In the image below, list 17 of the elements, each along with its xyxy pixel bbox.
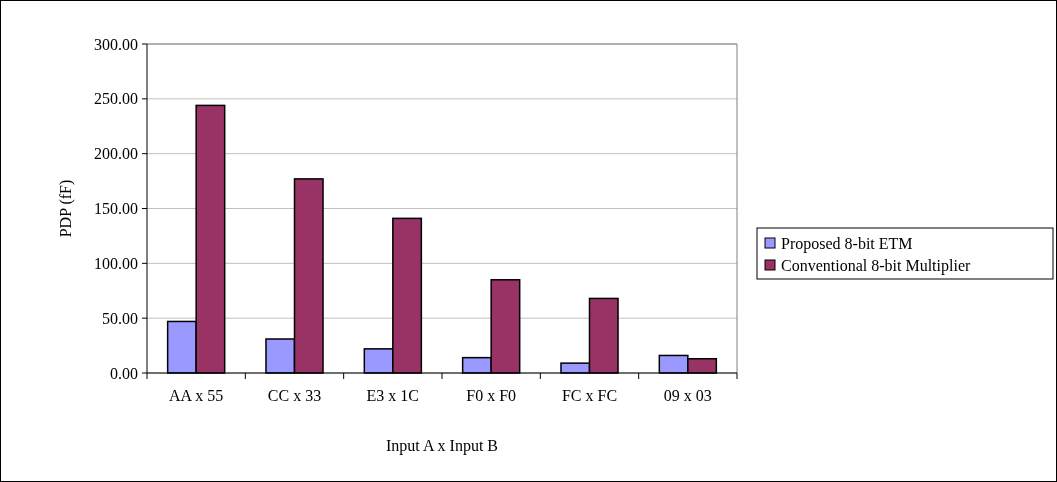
x-tick-label: FC x FC <box>561 387 618 404</box>
y-tick-label: 50.00 <box>102 309 138 327</box>
legend-label: Proposed 8-bit ETM <box>781 234 913 253</box>
x-tick-label: CC x 33 <box>267 387 322 404</box>
y-tick-label: 100.00 <box>94 254 138 272</box>
y-tick-label: 300.00 <box>94 35 138 53</box>
x-tick-label: AA x 55 <box>169 387 224 404</box>
y-tick-label: 250.00 <box>94 90 138 108</box>
y-axis-title: PDP (fF) <box>57 179 75 238</box>
y-tick-label: 150.00 <box>94 200 138 218</box>
legend-label: Conventional 8-bit Multiplier <box>781 256 971 275</box>
x-axis-title: Input A x Input B <box>385 437 499 455</box>
x-tick-label: 09 x 03 <box>663 387 712 404</box>
x-tick-label: E3 x 1C <box>366 387 420 404</box>
y-tick-label: 200.00 <box>94 145 138 163</box>
x-tick-label: F0 x F0 <box>466 387 517 404</box>
y-tick-label: 0.00 <box>110 364 138 382</box>
